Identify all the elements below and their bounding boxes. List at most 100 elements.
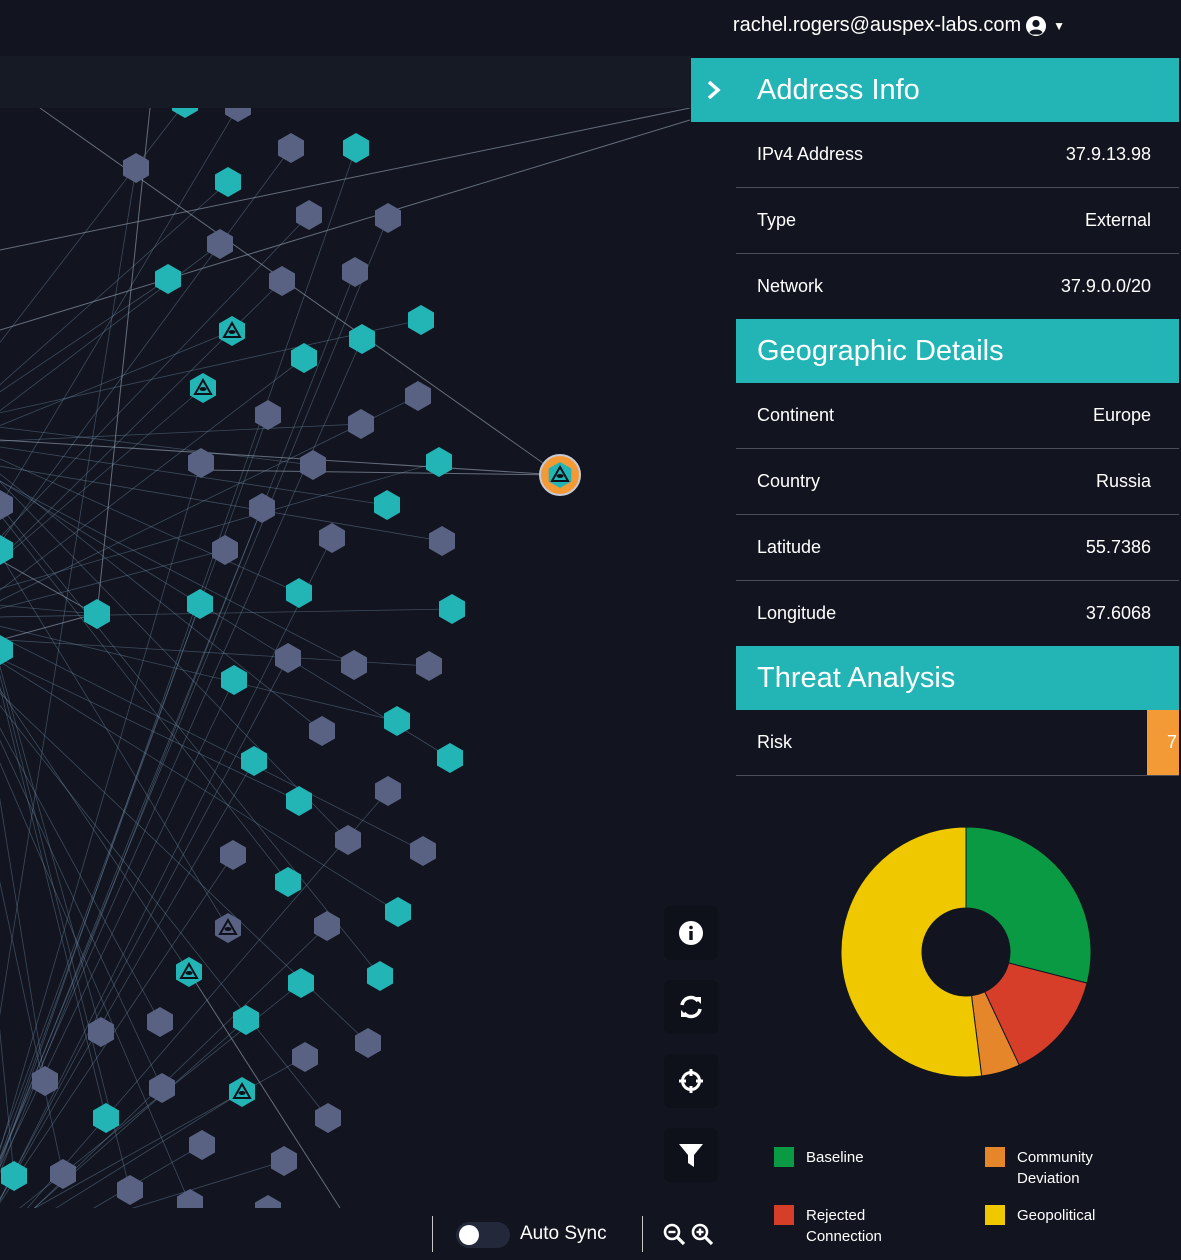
graph-node-internal[interactable]	[0, 490, 13, 520]
node-hexagon[interactable]	[286, 786, 312, 816]
graph-node-internal[interactable]	[314, 911, 340, 941]
user-email[interactable]: rachel.rogers@auspex-labs.com	[732, 14, 1022, 36]
graph-node-internal[interactable]	[300, 450, 326, 480]
node-hexagon[interactable]	[426, 447, 452, 477]
crosshair-icon[interactable]	[677, 1067, 705, 1095]
node-hexagon[interactable]	[349, 324, 375, 354]
graph-node-external[interactable]	[288, 968, 314, 998]
node-hexagon[interactable]	[149, 1073, 175, 1103]
graph-node-threat[interactable]	[190, 373, 216, 403]
node-hexagon[interactable]	[147, 1007, 173, 1037]
graph-node-external[interactable]	[374, 490, 400, 520]
node-hexagon[interactable]	[416, 651, 442, 681]
graph-node-internal[interactable]	[220, 840, 246, 870]
node-hexagon[interactable]	[286, 578, 312, 608]
graph-node-internal[interactable]	[429, 526, 455, 556]
node-hexagon[interactable]	[50, 1159, 76, 1189]
graph-node-internal[interactable]	[348, 409, 374, 439]
node-hexagon[interactable]	[155, 264, 181, 294]
node-hexagon[interactable]	[385, 897, 411, 927]
graph-node-external[interactable]	[0, 635, 13, 665]
node-hexagon[interactable]	[88, 1017, 114, 1047]
graph-node-external[interactable]	[343, 133, 369, 163]
node-hexagon[interactable]	[275, 643, 301, 673]
node-hexagon[interactable]	[215, 167, 241, 197]
graph-node-internal[interactable]	[405, 381, 431, 411]
node-hexagon[interactable]	[0, 535, 13, 565]
node-hexagon[interactable]	[233, 1005, 259, 1035]
graph-node-internal[interactable]	[269, 266, 295, 296]
graph-node-threat[interactable]	[229, 1077, 255, 1107]
toggle-knob[interactable]	[459, 1225, 479, 1245]
graph-node-internal[interactable]	[275, 643, 301, 673]
user-menu[interactable]: rachel.rogers@auspex-labs.com ▼	[733, 14, 1065, 37]
graph-node-internal[interactable]	[117, 1175, 143, 1205]
selected-graph-node[interactable]	[539, 454, 581, 496]
graph-node-internal[interactable]	[50, 1159, 76, 1189]
node-hexagon[interactable]	[375, 203, 401, 233]
node-hexagon[interactable]	[335, 825, 361, 855]
graph-node-external[interactable]	[286, 786, 312, 816]
graph-node-external[interactable]	[367, 961, 393, 991]
graph-node-internal[interactable]	[249, 493, 275, 523]
node-hexagon[interactable]	[348, 409, 374, 439]
graph-node-internal[interactable]	[355, 1028, 381, 1058]
node-hexagon[interactable]	[410, 836, 436, 866]
info-icon[interactable]	[678, 920, 704, 946]
node-hexagon[interactable]	[1, 1161, 27, 1191]
node-hexagon[interactable]	[300, 450, 326, 480]
graph-node-external[interactable]	[221, 665, 247, 695]
refresh-button[interactable]	[664, 980, 718, 1034]
node-hexagon[interactable]	[221, 665, 247, 695]
center-view-button[interactable]	[664, 1054, 718, 1108]
graph-node-external[interactable]	[233, 1005, 259, 1035]
node-hexagon[interactable]	[355, 1028, 381, 1058]
graph-node-threat[interactable]	[176, 957, 202, 987]
graph-node-external[interactable]	[275, 867, 301, 897]
node-hexagon[interactable]	[288, 968, 314, 998]
node-hexagon[interactable]	[405, 381, 431, 411]
user-circle-icon[interactable]	[1025, 15, 1047, 37]
graph-node-external[interactable]	[241, 746, 267, 776]
node-hexagon[interactable]	[342, 257, 368, 287]
graph-node-internal[interactable]	[149, 1073, 175, 1103]
node-hexagon[interactable]	[84, 599, 110, 629]
refresh-icon[interactable]	[677, 993, 705, 1021]
graph-node-external[interactable]	[215, 167, 241, 197]
filter-icon[interactable]	[677, 1141, 705, 1169]
node-hexagon[interactable]	[207, 229, 233, 259]
node-hexagon[interactable]	[278, 133, 304, 163]
node-hexagon[interactable]	[439, 594, 465, 624]
graph-node-internal[interactable]	[212, 535, 238, 565]
graph-node-external[interactable]	[0, 535, 13, 565]
node-hexagon[interactable]	[0, 635, 13, 665]
graph-node-internal[interactable]	[342, 257, 368, 287]
zoom-out-icon[interactable]	[662, 1222, 686, 1246]
node-hexagon[interactable]	[314, 911, 340, 941]
caret-down-icon[interactable]: ▼	[1053, 18, 1065, 33]
graph-node-internal[interactable]	[188, 448, 214, 478]
graph-node-external[interactable]	[93, 1103, 119, 1133]
graph-node-internal[interactable]	[375, 203, 401, 233]
auto-sync-toggle[interactable]	[456, 1222, 510, 1248]
node-hexagon[interactable]	[319, 523, 345, 553]
graph-node-external[interactable]	[384, 706, 410, 736]
graph-node-external[interactable]	[349, 324, 375, 354]
graph-node-internal[interactable]	[271, 1146, 297, 1176]
graph-node-internal[interactable]	[416, 651, 442, 681]
node-hexagon[interactable]	[187, 589, 213, 619]
node-hexagon[interactable]	[315, 1103, 341, 1133]
node-hexagon[interactable]	[255, 400, 281, 430]
graph-node-external[interactable]	[385, 897, 411, 927]
graph-node-external[interactable]	[155, 264, 181, 294]
node-hexagon[interactable]	[275, 867, 301, 897]
graph-node-external[interactable]	[1, 1161, 27, 1191]
collapse-panel-button[interactable]	[691, 58, 737, 122]
chevron-right-icon[interactable]	[706, 80, 722, 100]
info-button[interactable]	[664, 906, 718, 960]
node-hexagon[interactable]	[269, 266, 295, 296]
graph-node-internal[interactable]	[189, 1130, 215, 1160]
node-hexagon[interactable]	[117, 1175, 143, 1205]
graph-node-internal[interactable]	[255, 400, 281, 430]
